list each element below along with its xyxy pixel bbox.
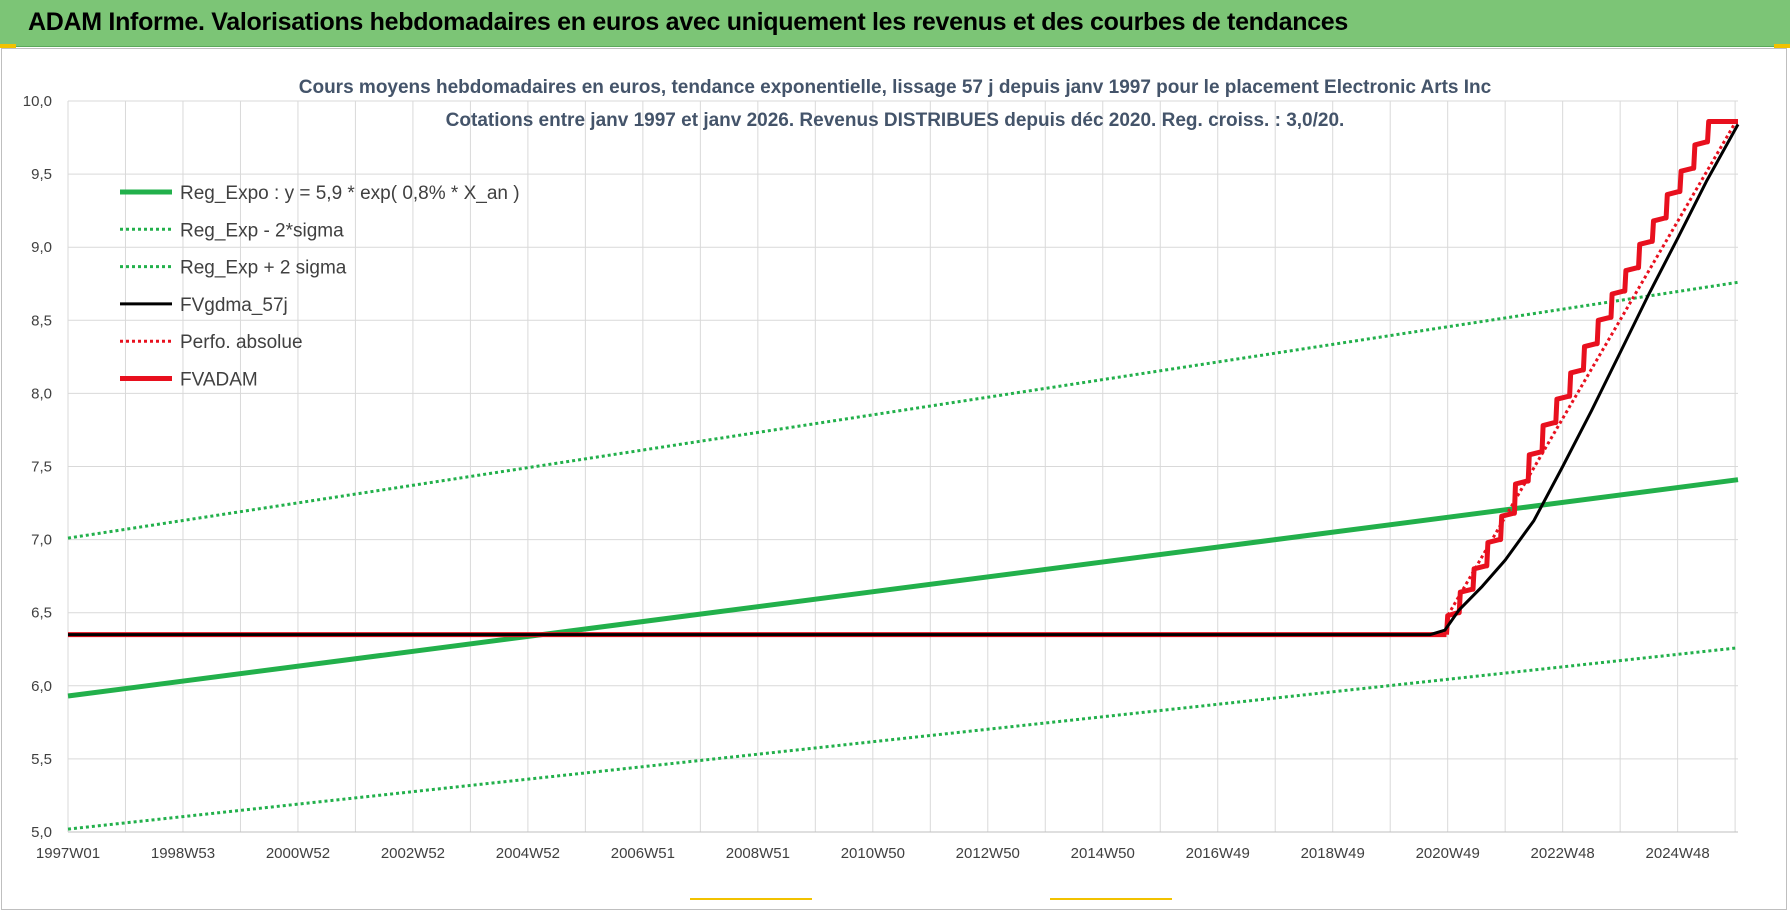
corner-marker-right [1774, 44, 1790, 48]
x-tick-label: 2000W52 [266, 845, 330, 862]
series-fvadam-steps [1444, 119, 1738, 635]
x-tick-label: 2002W52 [381, 845, 445, 862]
y-tick-label: 6,5 [31, 605, 52, 622]
x-tick-label: 2010W50 [841, 845, 905, 862]
x-tick-label: 2008W51 [726, 845, 790, 862]
scroll-marker-1 [690, 898, 812, 900]
y-tick-label: 8,5 [31, 312, 52, 329]
corner-marker-left [0, 44, 16, 48]
series-reg-expo [67, 477, 1739, 699]
chart-title-line-1: Cours moyens hebdomadaires en euros, ten… [299, 77, 1492, 98]
chart-frame [1, 48, 1787, 910]
x-tick-label: 2020W49 [1416, 845, 1480, 862]
chart-grid [67, 100, 1738, 833]
x-tick-label: 2004W52 [496, 845, 560, 862]
scroll-marker-2 [1050, 898, 1172, 900]
series-fvgdma-57j [68, 123, 1740, 637]
y-tick-label: 10,0 [23, 93, 52, 110]
y-axis: 5,0 5,5 6,0 6,5 7,0 7,5 8,0 8,5 9,0 9,5 10,0 [23, 93, 52, 841]
x-axis: 1997W01 1998W53 2000W52 2002W52 2004W52 2006W… [36, 845, 1710, 862]
y-tick-label: 7,5 [31, 459, 52, 476]
y-tick-label: 5,0 [31, 824, 52, 841]
y-tick-label: 6,0 [31, 678, 52, 695]
x-tick-label: 2006W51 [611, 845, 675, 862]
report-header: ADAM Informe. Valorisations hebdomadaire… [0, 0, 1790, 47]
y-tick-label: 5,5 [31, 751, 52, 768]
y-tick-label: 7,0 [31, 532, 52, 549]
legend-label: FVgdma_57j [180, 295, 288, 316]
report-title: ADAM Informe. Valorisations hebdomadaire… [28, 8, 1349, 36]
x-tick-label: 2024W48 [1646, 845, 1710, 862]
chart-title-line-2: Cotations entre janv 1997 et janv 2026. … [446, 110, 1345, 131]
x-tick-label: 2014W50 [1071, 845, 1135, 862]
legend-label: Reg_Expo : y = 5,9 * exp( 0,8% * X_an ) [180, 183, 520, 204]
y-tick-label: 9,0 [31, 239, 52, 256]
x-tick-label: 2012W50 [956, 845, 1020, 862]
chart-legend: Reg_Expo : y = 5,9 * exp( 0,8% * X_an ) R… [120, 183, 520, 391]
legend-label: Perfo. absolue [180, 332, 303, 353]
x-tick-label: 2018W49 [1301, 845, 1365, 862]
series-reg-exp-minus-2sigma [67, 646, 1739, 831]
x-tick-label: 2022W48 [1531, 845, 1595, 862]
x-tick-label: 2016W49 [1186, 845, 1250, 862]
x-tick-label: 1997W01 [36, 845, 100, 862]
legend-label: Reg_Exp + 2 sigma [180, 258, 347, 279]
legend-label: FVADAM [180, 370, 258, 391]
chart-series [67, 119, 1740, 831]
y-tick-label: 8,0 [31, 385, 52, 402]
x-tick-label: 1998W53 [151, 845, 215, 862]
legend-label: Reg_Exp - 2*sigma [180, 220, 344, 241]
y-tick-label: 9,5 [31, 166, 52, 183]
